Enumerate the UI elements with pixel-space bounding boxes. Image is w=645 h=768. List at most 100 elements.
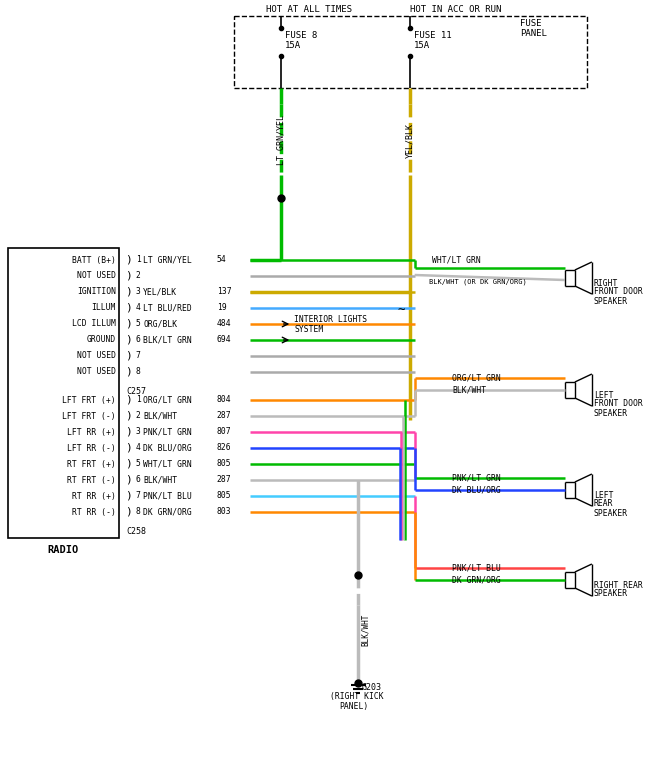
Text: RT RR (-): RT RR (-) [72, 508, 116, 517]
Text: LFT FRT (+): LFT FRT (+) [63, 396, 116, 405]
Text: 8: 8 [135, 508, 141, 517]
Text: GROUND: GROUND [86, 336, 116, 345]
Text: ORG/BLK: ORG/BLK [143, 319, 177, 329]
Text: RT FRT (+): RT FRT (+) [67, 459, 116, 468]
Text: ): ) [124, 271, 132, 281]
Text: 287: 287 [217, 475, 232, 485]
Text: ILLUM: ILLUM [92, 303, 116, 313]
Text: LT GRN/YEL: LT GRN/YEL [276, 115, 285, 165]
Text: 5: 5 [135, 459, 141, 468]
Text: SPEAKER: SPEAKER [594, 296, 628, 306]
Bar [233, 16, 587, 88]
Text: 1: 1 [135, 396, 141, 405]
Text: NOT USED: NOT USED [77, 368, 116, 376]
Text: ): ) [124, 427, 132, 437]
Text: RT RR (+): RT RR (+) [72, 492, 116, 501]
Text: FUSE: FUSE [521, 19, 542, 28]
Text: RADIO: RADIO [48, 545, 79, 555]
Text: 8: 8 [135, 368, 141, 376]
Text: BLK/WHT: BLK/WHT [143, 412, 177, 421]
Text: ): ) [124, 443, 132, 453]
Text: BLK/WHT: BLK/WHT [452, 386, 486, 395]
Text: BLK/WHT: BLK/WHT [361, 614, 370, 646]
Text: INTERIOR LIGHTS: INTERIOR LIGHTS [294, 316, 367, 325]
Text: 6: 6 [135, 475, 141, 485]
Text: ): ) [124, 367, 132, 377]
Text: WHT/LT GRN: WHT/LT GRN [143, 459, 192, 468]
Text: 3: 3 [135, 428, 141, 436]
Text: 1: 1 [135, 256, 141, 264]
Text: 5: 5 [135, 319, 141, 329]
Text: LEFT: LEFT [594, 390, 613, 399]
Text: 804: 804 [217, 396, 232, 405]
Text: C257: C257 [126, 386, 146, 396]
Text: ): ) [124, 459, 132, 469]
Text: PNK/LT GRN: PNK/LT GRN [143, 428, 192, 436]
Text: G203: G203 [362, 683, 382, 691]
Text: C258: C258 [126, 527, 146, 535]
Text: LCD ILLUM: LCD ILLUM [72, 319, 116, 329]
Text: ORG/LT GRN: ORG/LT GRN [143, 396, 192, 405]
Text: ): ) [124, 411, 132, 421]
Text: LT GRN/YEL: LT GRN/YEL [143, 256, 192, 264]
Text: DK GRN/ORG: DK GRN/ORG [143, 508, 192, 517]
Text: LEFT: LEFT [594, 491, 613, 499]
Text: DK BLU/ORG: DK BLU/ORG [143, 443, 192, 452]
Text: PNK/LT BLU: PNK/LT BLU [452, 564, 501, 572]
Text: LFT RR (-): LFT RR (-) [67, 443, 116, 452]
Text: 2: 2 [135, 272, 141, 280]
Text: RIGHT REAR: RIGHT REAR [594, 581, 642, 590]
Text: YEL/BLK: YEL/BLK [143, 287, 177, 296]
Text: 6: 6 [135, 336, 141, 345]
Text: FUSE 11: FUSE 11 [413, 31, 451, 41]
Text: DK GRN/ORG: DK GRN/ORG [452, 575, 501, 584]
Text: REAR: REAR [594, 499, 613, 508]
Text: BLK/WHT: BLK/WHT [143, 475, 177, 485]
Text: ): ) [124, 351, 132, 361]
Text: 694: 694 [217, 336, 232, 345]
Text: ): ) [124, 335, 132, 345]
Text: 287: 287 [217, 412, 232, 421]
Text: HOT AT ALL TIMES: HOT AT ALL TIMES [266, 5, 352, 15]
Text: BLK/LT GRN: BLK/LT GRN [143, 336, 192, 345]
Text: NOT USED: NOT USED [77, 272, 116, 280]
Text: IGNITION: IGNITION [77, 287, 116, 296]
Text: HOT IN ACC OR RUN: HOT IN ACC OR RUN [410, 5, 501, 15]
Text: FUSE 8: FUSE 8 [284, 31, 317, 41]
Text: PANEL): PANEL) [339, 703, 368, 711]
Text: NOT USED: NOT USED [77, 352, 116, 360]
Text: BLK/WHT (OR DK GRN/ORG): BLK/WHT (OR DK GRN/ORG) [429, 279, 526, 285]
Text: 137: 137 [217, 287, 232, 296]
Text: FRONT DOOR: FRONT DOOR [594, 287, 642, 296]
Text: 7: 7 [135, 352, 141, 360]
Text: SPEAKER: SPEAKER [594, 508, 628, 518]
Text: ): ) [124, 507, 132, 517]
Text: BATT (B+): BATT (B+) [72, 256, 116, 264]
Text: 7: 7 [135, 492, 141, 501]
Text: RIGHT: RIGHT [594, 279, 618, 287]
Text: ): ) [124, 491, 132, 501]
Text: DK BLU/ORG: DK BLU/ORG [452, 485, 501, 495]
Text: 484: 484 [217, 319, 232, 329]
Text: ): ) [124, 319, 132, 329]
Text: 19: 19 [217, 303, 226, 313]
Text: ): ) [124, 475, 132, 485]
Text: 4: 4 [135, 443, 141, 452]
Text: ): ) [124, 395, 132, 405]
Bar [8, 248, 119, 538]
Text: 15A: 15A [284, 41, 301, 51]
Text: SYSTEM: SYSTEM [294, 326, 323, 335]
Text: 15A: 15A [413, 41, 430, 51]
Text: ∼: ∼ [398, 303, 405, 316]
Text: LT BLU/RED: LT BLU/RED [143, 303, 192, 313]
Text: ): ) [124, 303, 132, 313]
Text: LFT FRT (-): LFT FRT (-) [63, 412, 116, 421]
Text: 2: 2 [135, 412, 141, 421]
Text: ): ) [124, 287, 132, 297]
Text: 4: 4 [135, 303, 141, 313]
Text: 3: 3 [135, 287, 141, 296]
Text: ORG/LT GRN: ORG/LT GRN [452, 373, 501, 382]
Text: PNK/LT GRN: PNK/LT GRN [452, 474, 501, 482]
Text: YEL/BLK: YEL/BLK [406, 123, 415, 157]
Text: LFT RR (+): LFT RR (+) [67, 428, 116, 436]
